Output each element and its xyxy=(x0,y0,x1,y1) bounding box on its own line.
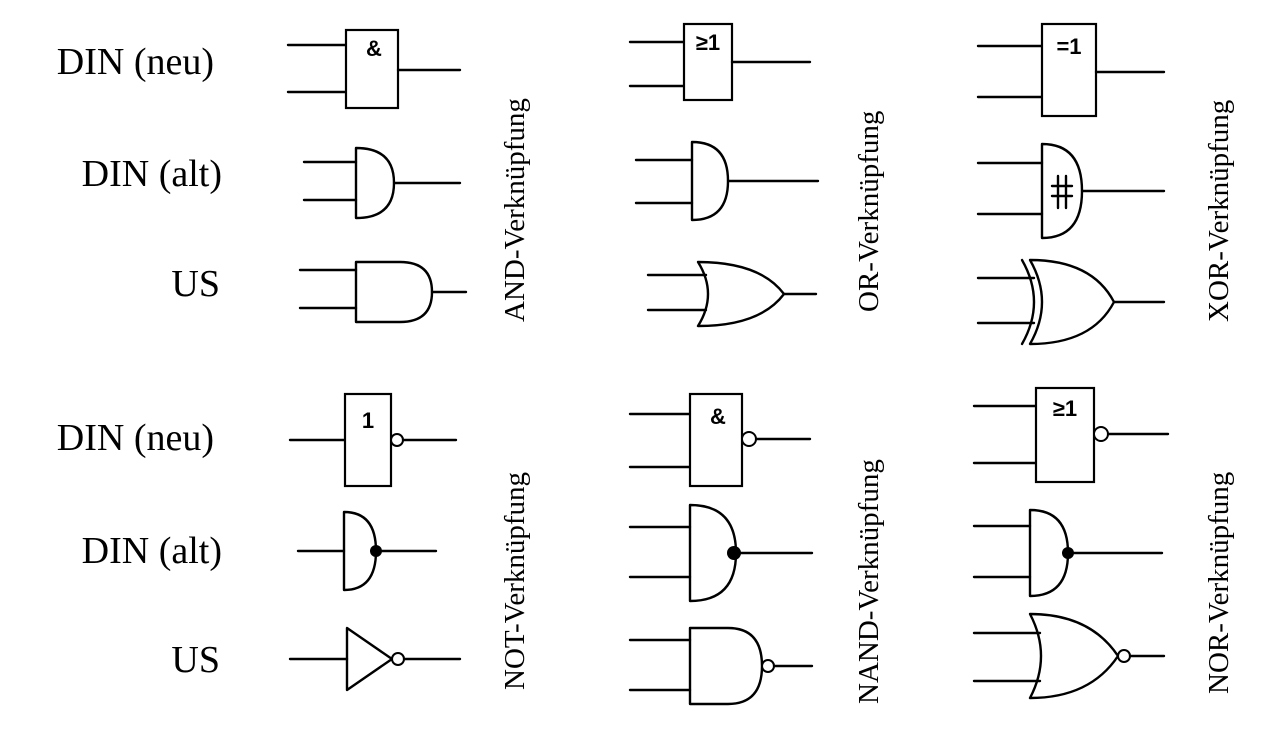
row-label-din-neu-bottom: DIN (neu) xyxy=(57,417,214,459)
and-gate-din-neu: & xyxy=(286,28,462,110)
not-gate-din-alt xyxy=(296,510,438,592)
or-gate-din-neu: ≥1 xyxy=(628,22,812,102)
row-label-din-alt-top: DIN (alt) xyxy=(82,153,222,195)
or-symbol-label: ≥1 xyxy=(696,30,720,55)
not-symbol-label: 1 xyxy=(362,408,374,433)
nor-gate-din-alt xyxy=(972,508,1164,598)
xor-cross-mark-icon xyxy=(1050,174,1074,210)
nor-symbol-label: ≥1 xyxy=(1053,396,1077,421)
not-gate-us xyxy=(288,626,462,692)
gate-name-nand: NAND-Verknüpfung xyxy=(853,459,885,704)
nand-gate-us xyxy=(628,626,814,706)
nand-gate-din-neu: & xyxy=(628,392,812,488)
row-label-din-neu-top: DIN (neu) xyxy=(57,41,214,83)
and-gate-din-alt xyxy=(302,146,462,220)
gate-name-nor: NOR-Verknüpfung xyxy=(1203,472,1235,694)
nand-symbol-label: & xyxy=(710,404,726,429)
gate-name-xor: XOR-Verknüpfung xyxy=(1203,100,1235,322)
not-gate-din-neu: 1 xyxy=(288,392,458,488)
row-label-us-top: US xyxy=(171,263,220,305)
xor-symbol-label: =1 xyxy=(1056,34,1081,59)
row-label-us-bottom: US xyxy=(171,639,220,681)
nor-gate-us xyxy=(972,612,1166,700)
xor-gate-din-neu: =1 xyxy=(976,22,1166,118)
xor-gate-us xyxy=(976,258,1166,346)
or-gate-us xyxy=(646,260,818,328)
or-gate-din-alt xyxy=(634,140,820,222)
xor-gate-din-alt xyxy=(976,142,1166,240)
and-gate-us xyxy=(298,260,468,324)
row-label-din-alt-bottom: DIN (alt) xyxy=(82,530,222,572)
gate-name-not: NOT-Verknüpfung xyxy=(499,472,531,690)
gate-name-or: OR-Verknüpfung xyxy=(853,111,885,312)
gate-name-and: AND-Verknüpfung xyxy=(499,98,531,322)
and-symbol-label: & xyxy=(366,36,382,61)
nor-gate-din-neu: ≥1 xyxy=(972,386,1170,484)
nand-gate-din-alt xyxy=(628,503,814,603)
